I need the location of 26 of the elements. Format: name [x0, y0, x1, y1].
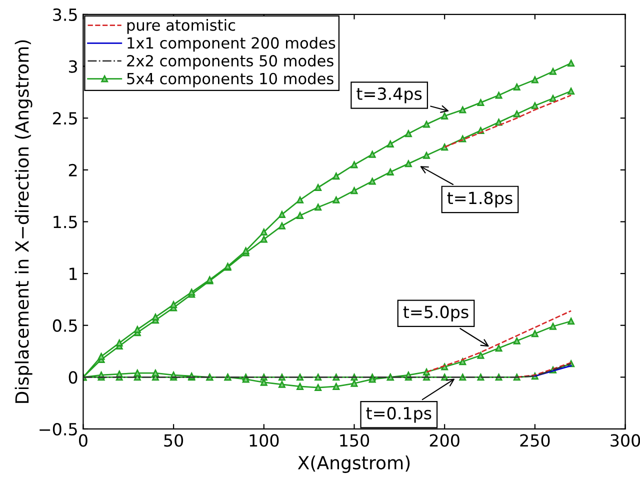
x-tick-label: 0	[78, 434, 88, 447]
y-tick-label: 3	[69, 60, 78, 73]
annotation: t=5.0ps	[403, 306, 468, 322]
x-tick-label: 50	[164, 434, 184, 447]
x-tick-label: 300	[610, 434, 640, 447]
x-axis-title: X(Angstrom)	[298, 456, 410, 473]
legend-label: 5x4 components 10 modes	[127, 72, 334, 88]
y-tick-label: 0	[68, 371, 78, 384]
x-tick-label: 250	[520, 434, 550, 447]
x-tick-label: 200	[430, 434, 460, 447]
y-tick-label: 1.5	[54, 216, 77, 228]
x-tick-label: 100	[250, 434, 279, 447]
y-axis-title: Displacement in X−direction (Angstrom)	[14, 40, 32, 403]
y-tick-label: 2	[68, 164, 77, 176]
y-tick-label: 0.5	[52, 319, 77, 332]
legend-label: 2x2 components 50 modes	[127, 54, 334, 70]
legend-label: 1x1 component 200 modes	[128, 36, 336, 52]
y-tick-label: 3.5	[53, 8, 77, 22]
x-tick-label: 150	[340, 434, 370, 447]
y-tick-label: 1	[70, 268, 77, 280]
y-tick-label: −0.5	[40, 422, 77, 436]
annotation: t=3.4ps	[356, 87, 422, 104]
annotation: t=1.8ps	[447, 192, 512, 208]
annotation: t=0.1ps	[366, 406, 432, 423]
y-tick-label: 2.5	[53, 112, 77, 125]
legend-label: pure atomistic	[127, 19, 236, 34]
